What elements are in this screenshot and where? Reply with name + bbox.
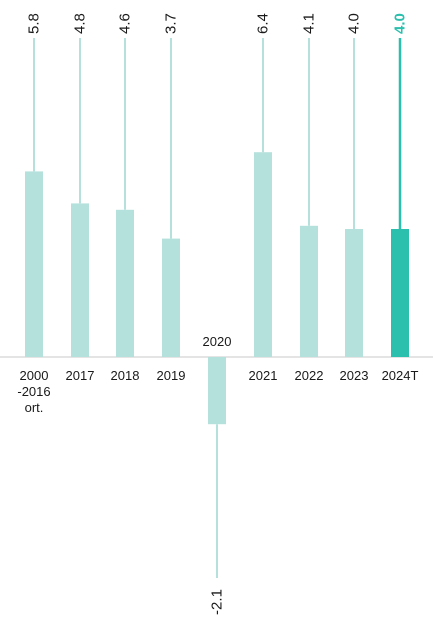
value-label-8: 4.0: [392, 13, 409, 34]
value-label-0: 5.8: [26, 13, 43, 34]
category-label-2: 2018: [111, 368, 140, 383]
category-label-6: 2022: [295, 368, 324, 383]
bar-6: [300, 225, 318, 357]
bar-0: [25, 171, 43, 357]
value-label-1: 4.8: [72, 13, 89, 34]
bar-1: [71, 203, 89, 357]
bar-3: [162, 238, 180, 357]
value-label-3: 3.7: [163, 13, 180, 34]
category-label-3: 2019: [157, 368, 186, 383]
category-label-5: 2021: [249, 368, 278, 383]
bar-7: [345, 229, 363, 357]
value-label-7: 4.0: [346, 13, 363, 34]
category-label-7: 2023: [340, 368, 369, 383]
category-label-8: 2024T: [382, 368, 419, 383]
bar-5: [254, 152, 272, 357]
bar-4: [208, 357, 226, 425]
bar-2: [116, 209, 134, 357]
category-label-1: 2017: [66, 368, 95, 383]
value-label-2: 4.6: [117, 13, 134, 34]
category-label-4: 2020: [203, 334, 232, 349]
value-label-4: -2.1: [209, 589, 226, 615]
category-label-0: 2000 -2016 ort.: [17, 368, 50, 415]
bar-8: [391, 229, 409, 357]
value-label-5: 6.4: [255, 13, 272, 34]
value-label-6: 4.1: [301, 13, 318, 34]
